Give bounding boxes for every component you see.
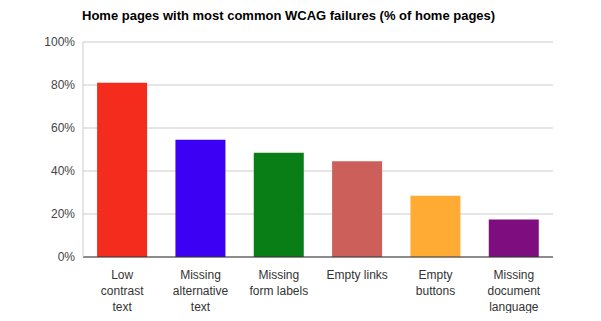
svg-text:Missingdocumentlanguage: Missingdocumentlanguage [487, 268, 540, 313]
svg-text:Lowcontrasttext: Lowcontrasttext [101, 268, 144, 313]
svg-text:100%: 100% [44, 35, 75, 49]
svg-text:60%: 60% [51, 121, 75, 135]
svg-text:40%: 40% [51, 164, 75, 178]
svg-text:Missingalternativetext: Missingalternativetext [173, 268, 229, 313]
svg-text:20%: 20% [51, 207, 75, 221]
svg-text:0%: 0% [58, 250, 76, 264]
svg-text:80%: 80% [51, 78, 75, 92]
svg-text:Emptybuttons: Emptybuttons [416, 268, 455, 298]
html-text:Home pages with most common WC: Home pages with most common WCAG failure… [82, 8, 496, 23]
svg-text:Missingform labels: Missingform labels [249, 268, 308, 298]
svg-text:Empty links: Empty links [326, 268, 387, 282]
